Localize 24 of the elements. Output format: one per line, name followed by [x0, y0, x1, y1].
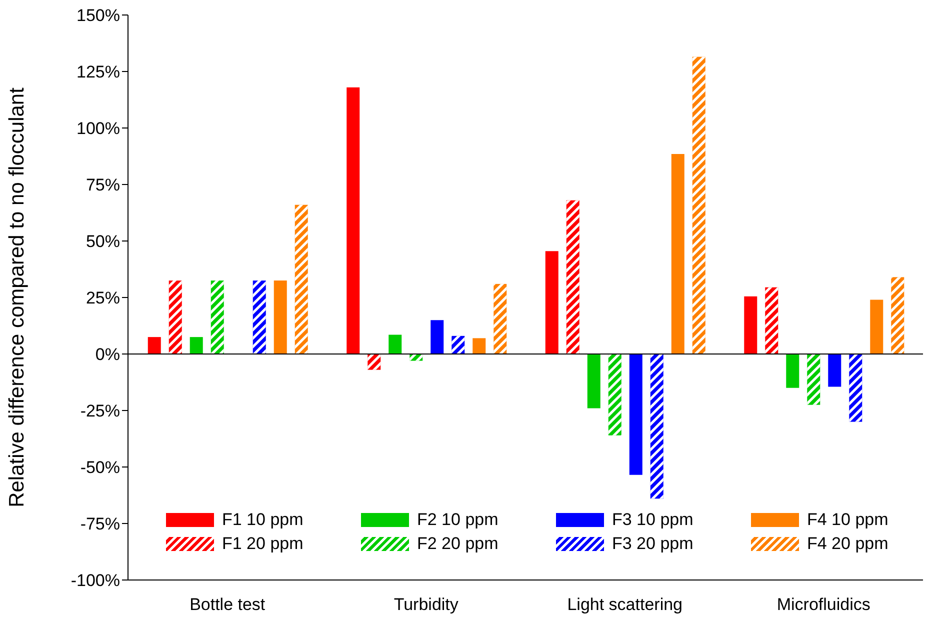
legend-label: F3 20 ppm	[612, 534, 694, 554]
y-tick-label: -25%	[80, 402, 120, 421]
legend-label: F2 20 ppm	[417, 534, 498, 554]
legend-label: F1 10 ppm	[222, 510, 304, 530]
y-tick-label: 150%	[76, 6, 120, 26]
legend-label: F1 20 ppm	[222, 534, 304, 554]
y-tick-label: -75%	[80, 514, 120, 534]
y-tick-label: 25%	[86, 288, 120, 308]
x-tick-label: Bottle test	[190, 595, 266, 614]
y-tick-label: -100%	[70, 571, 120, 590]
y-axis-title: Relative difference compared to no flocculant	[5, 87, 28, 508]
x-tick-label: Microfluidics	[776, 595, 870, 614]
legend-label: F4 20 ppm	[807, 534, 888, 554]
legend-label: F3 10 ppm	[612, 510, 694, 530]
y-tick-label: -50%	[80, 458, 120, 478]
y-tick-label: 125%	[76, 62, 120, 82]
legend-label: F2 10 ppm	[417, 510, 498, 530]
y-tick-label: 75%	[86, 176, 120, 195]
y-tick-label: 100%	[76, 119, 120, 138]
x-tick-label: Turbidity	[394, 595, 459, 614]
legend-label: F4 10 ppm	[807, 510, 888, 530]
y-tick-label: 50%	[86, 232, 120, 252]
y-tick-label: 0%	[95, 345, 120, 364]
x-tick-label: Light scattering	[567, 595, 683, 614]
